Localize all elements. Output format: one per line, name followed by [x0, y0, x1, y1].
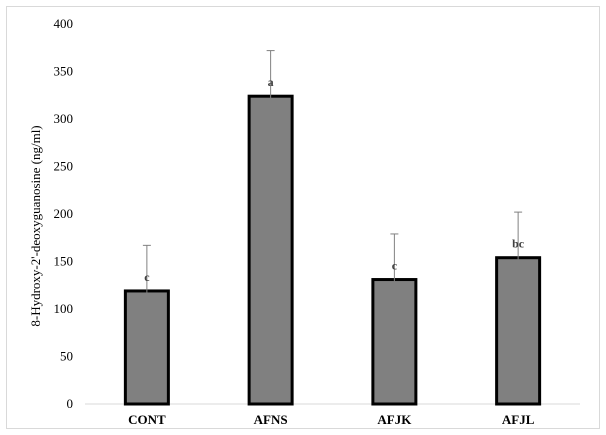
- error-bar-afjl: [514, 211, 523, 304]
- category-labels-group: CONT AFNS AFJK AFJL: [128, 412, 535, 427]
- significance-label-afns: a: [268, 75, 274, 89]
- x-tick-label-cont: CONT: [128, 412, 166, 427]
- x-tick-label-afjl: AFJL: [502, 412, 535, 427]
- x-tick-label-afjk: AFJK: [377, 412, 412, 427]
- significance-label-afjl: bc: [512, 237, 525, 251]
- significance-label-cont: c: [144, 270, 150, 284]
- y-tick-label: 150: [54, 254, 74, 269]
- bar-afns: [247, 94, 294, 406]
- y-tick-label: 0: [67, 396, 74, 411]
- x-tick-label-afns: AFNS: [254, 412, 288, 427]
- y-tick-label: 250: [54, 159, 74, 174]
- y-tick-label: 200: [54, 206, 74, 221]
- error-bar-cont: [142, 244, 151, 338]
- bars-group: [123, 94, 542, 406]
- error-bars-group: [142, 50, 523, 338]
- y-tick-label: 300: [54, 111, 74, 126]
- y-tick-label: 50: [60, 349, 73, 364]
- y-axis-ticks: 0 50 100 150 200 250 300 350 400: [54, 16, 74, 411]
- y-tick-label: 100: [54, 301, 74, 316]
- significance-label-afjk: c: [392, 259, 398, 273]
- y-tick-label: 400: [54, 16, 74, 31]
- bar-afjl: [495, 256, 542, 406]
- y-tick-label: 350: [54, 64, 74, 79]
- y-axis-title: 8-Hydroxy-2'-deoxyguanosine (ng/ml): [28, 125, 43, 326]
- error-bar-afjk: [390, 233, 399, 326]
- significance-labels-group: c a c bc: [144, 75, 525, 284]
- error-bar-afns: [266, 50, 275, 143]
